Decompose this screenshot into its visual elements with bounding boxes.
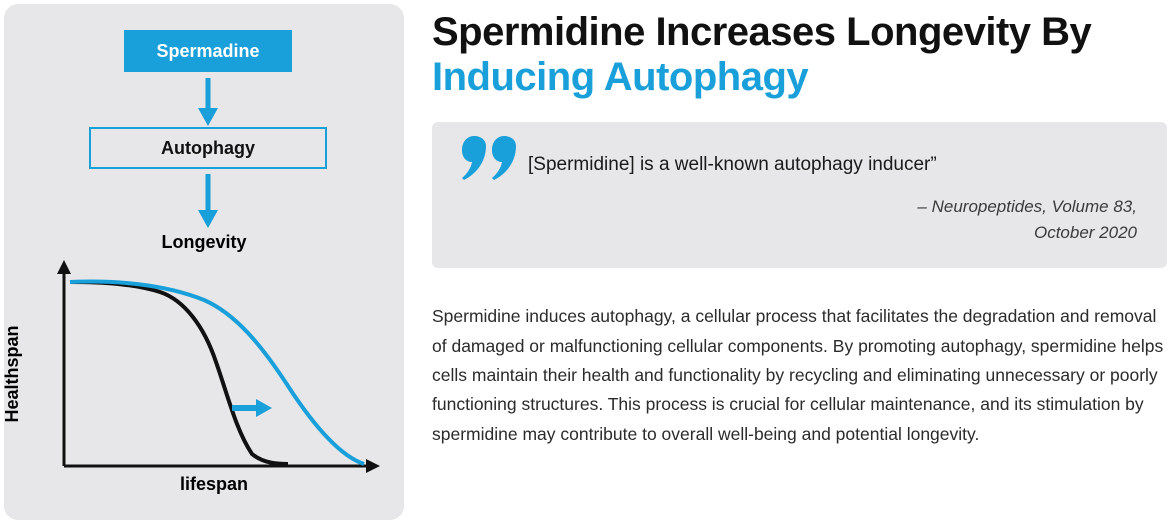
quote-attribution: – Neuropeptides, Volume 83, October 2020 (462, 194, 1137, 247)
longevity-chart (57, 260, 380, 473)
quote-text: [Spermidine] is a well-known autophagy i… (528, 154, 937, 176)
flow-node-spermadine: Spermadine (124, 30, 292, 72)
page-headline: Spermidine Increases Longevity By Induci… (432, 10, 1167, 100)
chart-y-axis-label: Healthspan (2, 284, 23, 464)
flow-node-longevity: Longevity (4, 232, 404, 253)
headline-part2: Inducing Autophagy (432, 55, 808, 99)
body-paragraph: Spermidine induces autophagy, a cellular… (432, 302, 1167, 449)
diagram-svg (4, 4, 404, 520)
headline-part1: Spermidine Increases Longevity By (432, 10, 1091, 54)
content-column: Spermidine Increases Longevity By Induci… (432, 4, 1167, 521)
quote-icon (462, 136, 518, 180)
flow-node-autophagy: Autophagy (90, 128, 326, 168)
quote-box: [Spermidine] is a well-known autophagy i… (432, 122, 1167, 269)
quote-attr-line2: October 2020 (1034, 223, 1137, 242)
quote-attr-line1: – Neuropeptides, Volume 83, (917, 197, 1137, 216)
chart-x-axis-label: lifespan (64, 474, 364, 495)
diagram-panel: Spermadine Autophagy Longevity Healthspa… (4, 4, 404, 520)
